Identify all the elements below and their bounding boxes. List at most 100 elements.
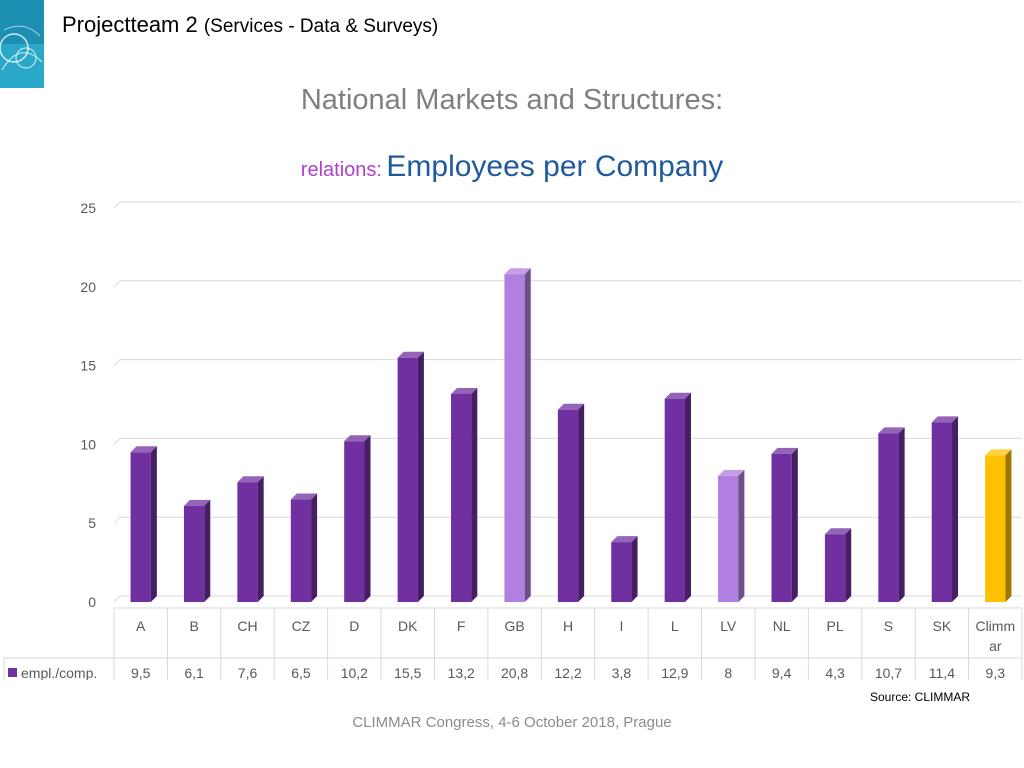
chart-subtitle: relations: Employees per Company — [0, 150, 1024, 184]
slide-title: Projectteam 2 (Services - Data & Surveys… — [62, 12, 438, 38]
data-label: 8 — [724, 665, 732, 680]
bar-top — [771, 447, 798, 454]
bar-S — [878, 427, 905, 602]
bar-side — [311, 493, 318, 602]
bar-top — [611, 536, 638, 543]
data-label: 10,7 — [875, 665, 902, 680]
gridline-side — [113, 516, 121, 524]
legend-swatch — [8, 668, 17, 677]
bar-front — [290, 499, 312, 602]
bar-top — [718, 469, 745, 476]
bar-top — [557, 403, 585, 410]
bar-front — [611, 542, 632, 602]
bar-side — [364, 435, 371, 602]
y-tick-label: 10 — [80, 436, 96, 452]
x-tick-label: PL — [826, 618, 843, 634]
bar-front — [183, 505, 205, 602]
bar-top — [985, 449, 1012, 456]
bar-SK — [931, 416, 959, 602]
data-label: 6,1 — [184, 665, 204, 680]
x-tick-label: L — [671, 618, 679, 634]
bar-top — [664, 392, 691, 399]
x-tick-label: S — [884, 618, 893, 634]
logo-icon — [0, 0, 44, 88]
gridline-side — [113, 359, 121, 366]
bar-side — [257, 476, 264, 602]
bar-Climmar — [985, 449, 1012, 602]
source-note: Source: CLIMMAR — [869, 690, 970, 704]
data-label: 15,5 — [394, 665, 421, 680]
bar-front — [504, 274, 525, 602]
bar-PL — [824, 528, 852, 602]
x-tick-label: F — [457, 618, 466, 634]
legend-label: empl./comp. — [21, 665, 97, 680]
bar-front — [237, 482, 258, 602]
bar-top — [504, 268, 531, 275]
x-tick-label: NL — [773, 618, 791, 634]
bar-side — [471, 387, 478, 602]
bar-front — [397, 357, 418, 602]
bar-top — [931, 416, 959, 423]
bar-chart: 0 5 10 15 20 25 A 9,5 B 6,1 CH 7,6 CZ 6,5 D 10,2 DK 15,5 F… — [3, 200, 1023, 680]
data-label: 9,4 — [772, 665, 792, 680]
bar-side — [791, 447, 798, 602]
bar-front — [344, 441, 365, 602]
bar-front — [130, 452, 151, 602]
x-tick-label: LV — [720, 618, 737, 634]
x-tick-label: H — [563, 618, 573, 634]
data-label: 9,3 — [986, 665, 1006, 680]
slide-title-main: Projectteam 2 — [62, 12, 198, 37]
data-label: 11,4 — [929, 665, 955, 680]
bar-top — [237, 476, 264, 483]
y-tick-label: 25 — [80, 200, 96, 216]
y-tick-label: 5 — [88, 515, 96, 531]
bar-L — [664, 392, 691, 602]
slide-title-sub: (Services - Data & Surveys) — [203, 16, 439, 37]
bar-side — [898, 427, 905, 602]
x-tick-label: A — [136, 618, 146, 634]
bar-NL — [771, 447, 798, 602]
y-tick-label: 0 — [88, 594, 96, 610]
bar-F — [451, 387, 478, 602]
bar-front — [718, 475, 739, 602]
gridline-side — [113, 280, 121, 288]
y-tick-label: 20 — [80, 279, 96, 295]
bar-H — [557, 403, 585, 602]
bar-top — [183, 499, 211, 506]
bar-LV — [718, 469, 745, 602]
bar-side — [524, 268, 531, 602]
bar-side — [845, 528, 852, 602]
bar-front — [824, 534, 846, 602]
bar-side — [1005, 449, 1012, 602]
data-label: 13,2 — [448, 665, 475, 680]
x-tick-label: ar — [989, 638, 1002, 654]
data-label: 4,3 — [825, 665, 845, 680]
bar-B — [183, 499, 211, 602]
x-tick-label: DK — [398, 618, 418, 634]
bar-top — [397, 351, 424, 358]
chart-subtitle-prefix: relations: — [300, 159, 382, 181]
bar-GB — [504, 268, 531, 602]
bar-CH — [237, 476, 264, 602]
data-label: 6,5 — [291, 665, 311, 680]
x-tick-label: GB — [504, 618, 524, 634]
data-label: 12,9 — [661, 665, 688, 680]
bar-side — [631, 536, 638, 602]
gridline-side — [113, 595, 121, 603]
bar-side — [684, 392, 691, 602]
x-tick-label: CH — [237, 618, 257, 634]
bar-front — [931, 422, 953, 602]
bar-top — [878, 427, 905, 434]
bar-top — [130, 446, 157, 453]
bar-top — [344, 435, 371, 442]
bar-front — [451, 393, 472, 602]
bar-front — [771, 453, 792, 602]
bar-top — [824, 528, 852, 535]
y-tick-label: 15 — [80, 358, 96, 374]
bar-side — [952, 416, 959, 602]
bar-side — [204, 499, 211, 602]
bar-front — [878, 433, 899, 602]
bar-D — [344, 435, 371, 602]
gridline-side — [113, 201, 121, 209]
gridline-side — [113, 438, 121, 445]
